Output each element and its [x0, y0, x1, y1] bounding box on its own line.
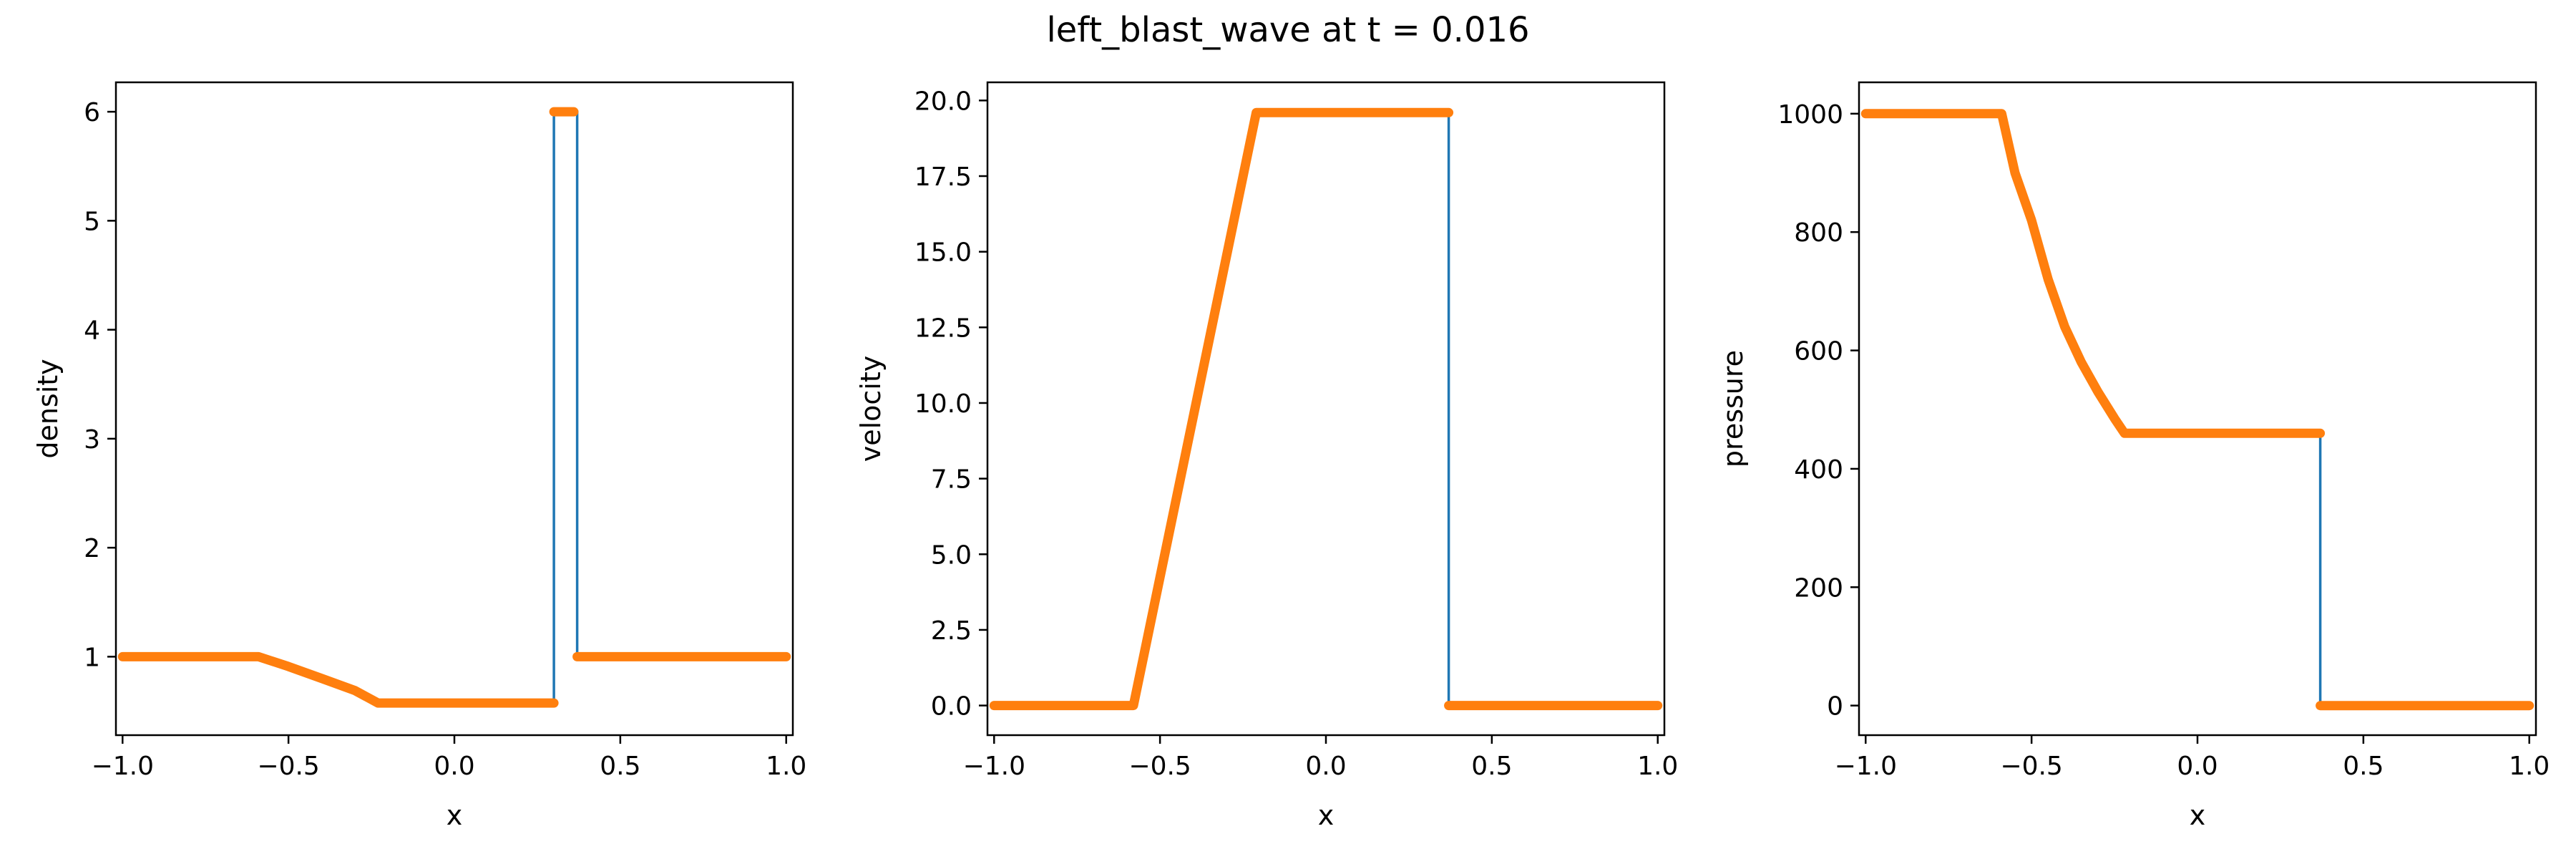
x-tick-label: −1.0 [92, 752, 154, 781]
y-tick-label: 600 [1794, 337, 1843, 367]
axes-frame [114, 81, 794, 737]
y-tick-label: 4 [84, 316, 100, 346]
series-numerical-segment-0 [1860, 109, 2326, 438]
plot-area [1860, 109, 2534, 711]
series-exact-line [994, 111, 1658, 707]
x-tick-label: 1.0 [1637, 752, 1678, 781]
y-tick-label: 800 [1794, 218, 1843, 248]
y-tick-label: 20.0 [914, 87, 972, 116]
x-tick-label: 0.0 [2177, 752, 2218, 781]
x-tick-label: −0.5 [2000, 752, 2062, 781]
axes-frame [1858, 81, 2537, 737]
x-tick-label: −1.0 [963, 752, 1025, 781]
series-exact-line [122, 110, 786, 704]
y-axis-label: density [32, 359, 64, 458]
y-tick-label: 3 [84, 425, 100, 455]
panel-density: −1.0 −0.5 0.0 0.5 1.0 1 2 3 4 5 6 x density [32, 81, 806, 831]
x-tick-label: 0.5 [600, 752, 640, 781]
figure-title: left_blast_wave at t = 0.016 [1046, 10, 1530, 50]
y-tick-label: 15.0 [914, 238, 972, 268]
x-tick-label: 0.5 [1471, 752, 1512, 781]
x-tick-label: 1.0 [2509, 752, 2550, 781]
y-tick-label: 200 [1794, 573, 1843, 603]
x-tick-label: −0.5 [257, 752, 319, 781]
y-tick-label: 400 [1794, 455, 1843, 485]
x-tick-label: −0.5 [1128, 752, 1191, 781]
y-axis-label: pressure [1717, 350, 1749, 467]
y-tick-label: 2 [84, 534, 100, 563]
x-axis-label: x [2190, 800, 2206, 831]
y-tick-label: 7.5 [931, 465, 972, 495]
y-tick-label: 1000 [1777, 100, 1843, 130]
series-numerical-segment-0 [117, 651, 559, 708]
panel-velocity: −1.0 −0.5 0.0 0.5 1.0 0.0 2.5 5.0 7.5 10.0 12.5 15.… [855, 81, 1678, 831]
plot-area [117, 107, 791, 708]
panel-pressure: −1.0 −0.5 0.0 0.5 1.0 0 200 400 600 800 1000 x press… [1717, 81, 2550, 831]
y-tick-label: 0 [1827, 692, 1843, 722]
plot-area [989, 107, 1663, 711]
y-tick-label: 10.0 [914, 389, 972, 419]
x-tick-label: 0.5 [2343, 752, 2384, 781]
y-tick-label: 2.5 [931, 616, 972, 646]
y-tick-label: 12.5 [914, 314, 972, 343]
y-tick-label: 0.0 [931, 692, 972, 722]
y-tick-label: 1 [84, 643, 100, 672]
y-tick-label: 17.5 [914, 162, 972, 192]
series-exact-line [1865, 112, 2529, 707]
y-tick-label: 5.0 [931, 540, 972, 570]
y-axis-label: velocity [855, 356, 887, 462]
x-tick-label: 1.0 [766, 752, 806, 781]
x-tick-label: 0.0 [434, 752, 474, 781]
y-tick-label: 6 [84, 98, 100, 127]
x-axis-label: x [447, 800, 463, 831]
series-numerical-segment-0 [989, 107, 1454, 711]
y-tick-label: 5 [84, 207, 100, 236]
x-tick-label: 0.0 [1305, 752, 1346, 781]
axes-frame [986, 81, 1666, 737]
x-axis-label: x [1318, 800, 1335, 831]
x-tick-label: −1.0 [1835, 752, 1897, 781]
